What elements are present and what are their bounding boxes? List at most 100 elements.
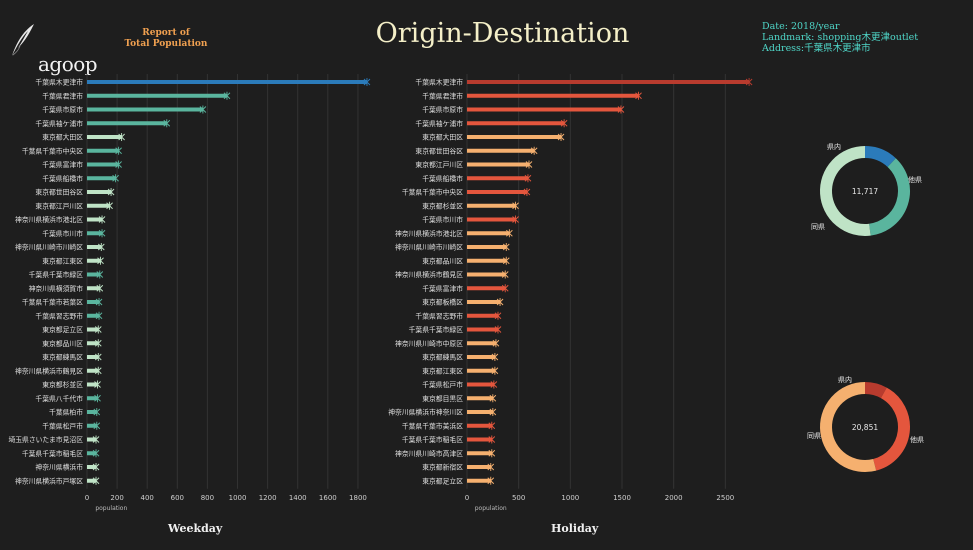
bar-end-marker	[494, 311, 502, 320]
bar-end-marker	[94, 380, 101, 389]
category-label: 千葉県木更津市	[35, 78, 83, 87]
category-label: 千葉県市川市	[422, 215, 463, 224]
report-line-1: Report of	[142, 28, 190, 38]
bar-end-marker	[95, 298, 103, 306]
bar-end-marker	[92, 463, 100, 471]
category-label: 神奈川県横浜市港北区	[395, 229, 463, 238]
bar	[467, 272, 506, 277]
meta-info: Date: 2018/year Landmark: shopping木更津out…	[762, 21, 918, 54]
bar-end-marker	[487, 463, 495, 471]
category-label: 神奈川県横浜市戸塚区	[15, 476, 83, 485]
category-label: 東京都世田谷区	[35, 188, 83, 197]
bar	[87, 148, 119, 153]
category-label: 東京都大田区	[42, 133, 83, 142]
category-label: 千葉県八千代市	[35, 394, 83, 403]
bar-end-marker	[94, 353, 102, 361]
x-axis-label: population	[475, 505, 507, 512]
bar	[467, 478, 491, 483]
bar	[87, 313, 100, 318]
bar-end-marker	[490, 380, 498, 389]
category-label: 千葉県木更津市	[415, 78, 463, 87]
bar-end-marker	[96, 270, 104, 279]
bar	[87, 135, 122, 139]
meta-address: Address:千葉県木更津市	[762, 43, 871, 54]
agoop-logo: agoop	[8, 22, 98, 76]
donut-slice	[820, 146, 871, 236]
bar-end-marker	[491, 353, 499, 361]
bar-end-marker	[363, 78, 371, 86]
bar	[87, 437, 97, 442]
category-label: 千葉県富津市	[422, 284, 463, 293]
bar	[467, 423, 492, 428]
category-label: 千葉県千葉市中央区	[402, 188, 463, 197]
bar	[467, 217, 516, 222]
holiday-caption: Holiday	[551, 522, 599, 535]
logo-text: agoop	[38, 52, 98, 76]
donut-center-label: 20,851	[852, 423, 878, 432]
category-label: 東京都江戸川区	[415, 160, 463, 169]
category-label: 千葉県習志野市	[35, 311, 83, 320]
bar-end-marker	[745, 78, 753, 86]
category-label: 東京都大田区	[422, 133, 463, 142]
bar-end-marker	[560, 119, 568, 128]
bar-end-marker	[118, 133, 125, 141]
bar-end-marker	[530, 146, 538, 155]
bar	[87, 272, 100, 277]
category-label: 神奈川県横浜市鶴見区	[395, 270, 463, 279]
bar	[467, 341, 496, 346]
bar-end-marker	[491, 366, 499, 375]
donut-center-label: 11,717	[852, 187, 878, 196]
bar-end-marker	[96, 284, 104, 293]
meta-date: Date: 2018/year	[762, 21, 840, 32]
category-label: 神奈川県横浜市	[35, 463, 83, 472]
bar-end-marker	[223, 91, 231, 100]
category-label: 千葉県君津市	[42, 91, 83, 100]
bar-end-marker	[489, 408, 497, 416]
bar	[467, 382, 494, 387]
bar-end-marker	[92, 449, 100, 458]
bar	[87, 423, 97, 428]
donut-slice-label: 県内	[827, 142, 841, 151]
bar-end-marker	[94, 339, 102, 348]
bar	[467, 465, 491, 469]
category-label: 東京都足立区	[42, 325, 83, 334]
bar-end-marker	[525, 160, 533, 169]
category-label: 神奈川県横浜市鶴見区	[15, 366, 83, 375]
bar-end-marker	[94, 366, 102, 375]
category-label: 神奈川県横須賀市	[29, 284, 84, 293]
bar	[87, 478, 97, 483]
category-label: 神奈川県川崎市川崎区	[395, 243, 463, 252]
category-label: 東京都板橋区	[422, 298, 463, 307]
donut-slice-label: 同県	[807, 432, 821, 440]
bar	[87, 107, 203, 112]
bar	[87, 341, 99, 346]
x-tick-label: 400	[141, 494, 154, 502]
bar-end-marker	[94, 325, 102, 334]
category-label: 千葉県君津市	[422, 91, 463, 100]
donut-slice-label: 県内	[838, 375, 852, 384]
bar-end-marker	[512, 201, 519, 210]
bar	[87, 451, 97, 456]
bar-end-marker	[98, 215, 106, 224]
bar	[87, 80, 367, 84]
bar	[87, 327, 99, 332]
bar	[87, 465, 97, 469]
x-axis-label: population	[95, 505, 127, 512]
bar-end-marker	[512, 215, 519, 224]
donut-slice	[868, 158, 910, 236]
page-title: Origin-Destination	[375, 18, 630, 49]
category-label: 東京都江東区	[422, 366, 463, 375]
donut-slice-label: 他県	[910, 435, 924, 444]
bar	[87, 217, 103, 222]
category-label: 千葉県千葉市緑区	[29, 270, 84, 279]
bar-end-marker	[502, 243, 510, 251]
bar-end-marker	[524, 174, 532, 183]
bar	[467, 313, 498, 318]
bar	[467, 437, 492, 442]
bar-end-marker	[97, 243, 105, 251]
x-tick-label: 1200	[259, 494, 277, 502]
bar	[467, 203, 516, 208]
bar	[467, 368, 495, 373]
bar-end-marker	[502, 256, 510, 265]
x-tick-label: 2500	[716, 494, 734, 502]
